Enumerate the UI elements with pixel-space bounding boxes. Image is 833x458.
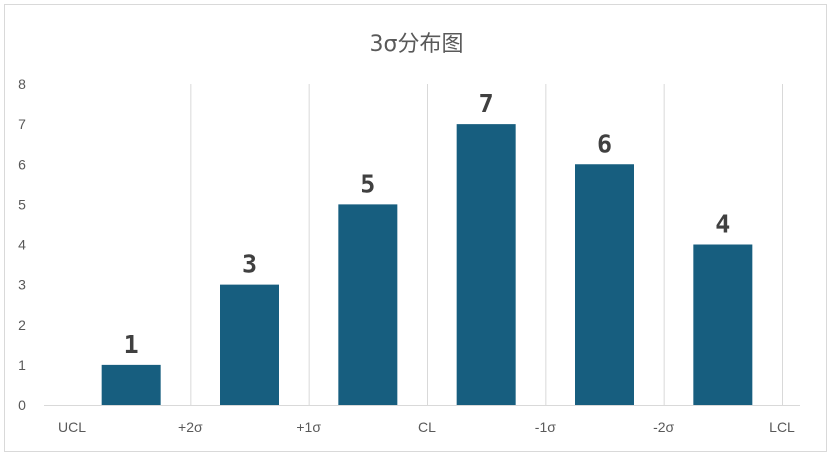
y-tick-label: 4	[18, 237, 26, 253]
data-label: 4	[715, 210, 730, 239]
data-label: 5	[360, 169, 375, 198]
y-tick-label: 6	[18, 156, 26, 172]
data-label: 6	[597, 129, 612, 158]
bar	[456, 124, 516, 405]
y-tick-label: 2	[18, 317, 26, 333]
y-tick-label: 3	[18, 277, 26, 293]
y-tick-label: 8	[18, 76, 26, 92]
y-tick-label: 7	[18, 116, 26, 132]
x-tick-label: -2σ	[653, 419, 674, 435]
y-tick-label: 0	[18, 397, 26, 413]
chart-title: 3σ分布图	[369, 32, 464, 57]
bar	[220, 284, 279, 405]
y-tick-label: 1	[18, 357, 26, 373]
data-label: 3	[242, 250, 257, 279]
data-label: 1	[124, 330, 139, 359]
x-tick-label: +2σ	[178, 419, 203, 435]
x-tick-label: UCL	[58, 419, 86, 435]
x-tick-label: -1σ	[535, 419, 556, 435]
y-tick-label: 5	[18, 196, 26, 212]
data-label: 7	[479, 89, 494, 118]
x-tick-label: LCL	[769, 419, 795, 435]
x-tick-label: CL	[418, 419, 436, 435]
x-tick-label: +1σ	[296, 419, 321, 435]
bar	[338, 204, 398, 405]
bar	[575, 164, 634, 405]
bar	[693, 244, 753, 405]
bar	[101, 364, 161, 405]
